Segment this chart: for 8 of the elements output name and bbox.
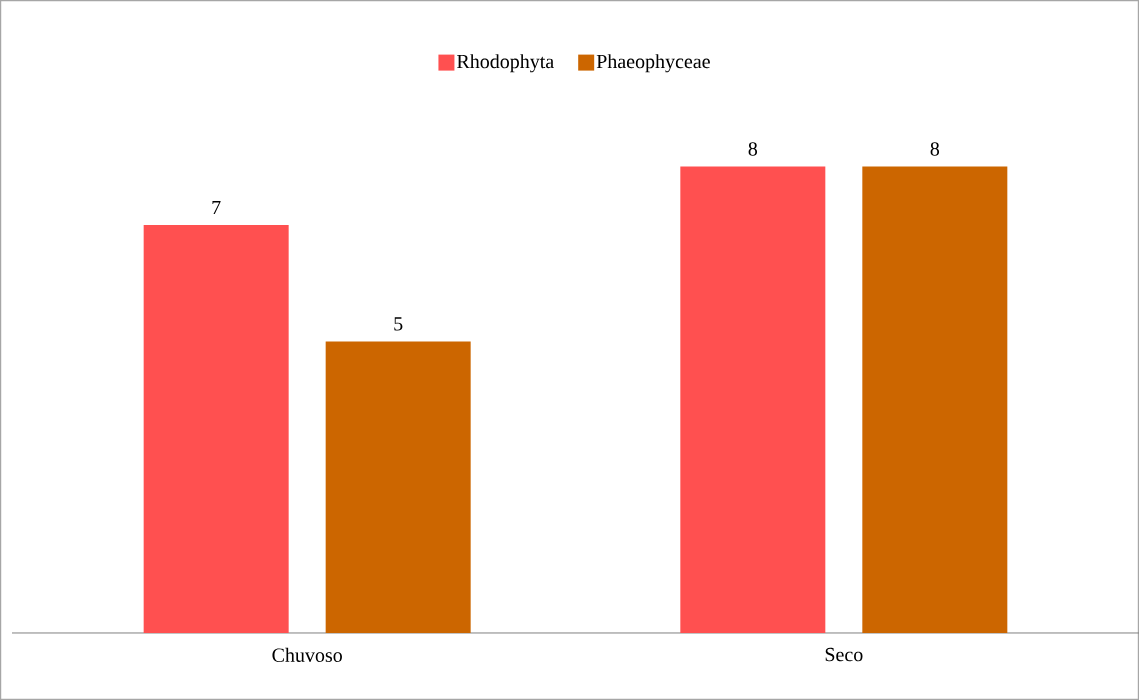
- legend-label: Phaeophyceae: [596, 54, 710, 73]
- x-tick-label: Seco: [825, 647, 863, 662]
- legend-label: Rhodophyta: [457, 54, 554, 73]
- x-tick-label: Chuvoso: [272, 647, 342, 662]
- data-label: 8: [930, 142, 940, 156]
- data-label: 8: [748, 142, 758, 156]
- data-label: 5: [394, 317, 403, 331]
- data-label: 7: [212, 200, 221, 215]
